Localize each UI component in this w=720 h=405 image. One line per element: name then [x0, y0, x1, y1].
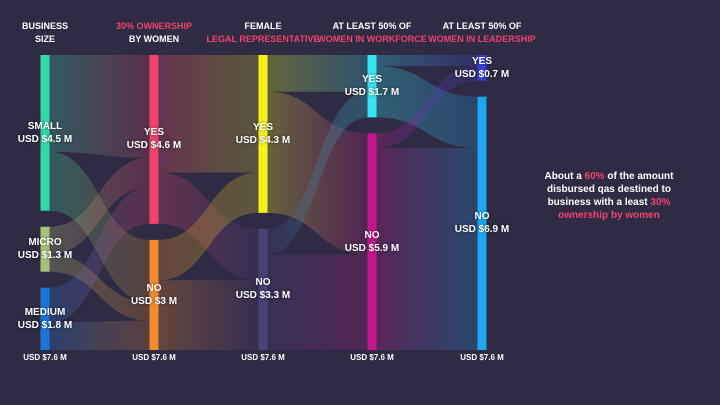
node-bar-work_yes [367, 55, 377, 118]
stage-header-line: AT LEAST 50% OF [442, 21, 522, 31]
stage-total: USD $7.6 M [23, 353, 67, 362]
flow-legal_no-to-work_yes [267, 91, 368, 255]
annotation-highlight-1: 60% [584, 171, 605, 182]
flow-own_no-to-legal_yes [158, 172, 259, 281]
node-bar-legal_no [258, 228, 268, 350]
flow-small-to-own_yes [49, 55, 150, 158]
node-label-lead_no: NO USD $6.9 M [437, 210, 527, 236]
stage-header: AT LEAST 50% OF WOMEN IN LEADERSHIP [417, 20, 547, 46]
annotation-text-1: About a [544, 171, 585, 182]
flow-legal_yes-to-work_yes [267, 55, 368, 92]
flow-own_yes-to-legal_yes [158, 55, 259, 173]
node-bar-medium [40, 287, 50, 350]
annotation-highlight-2: 30% [650, 197, 671, 208]
node-label-work_yes: YES USD $1.7 M [327, 73, 417, 99]
node-name: NO [474, 211, 490, 223]
stage-header-line: LEGAL REPRESENTATIVE [206, 34, 320, 44]
annotation-text-2: of the amount disbursed qas destined to … [547, 171, 674, 208]
stage-header: BUSINESS SIZE [0, 20, 110, 46]
node-label-small: SMALL USD $4.5 M [0, 120, 90, 146]
stage-header: 30% OWNERSHIP BY WOMEN [89, 20, 219, 46]
node-bar-own_no [149, 239, 159, 350]
flow-work_no-to-lead_yes [376, 66, 478, 149]
flow-medium-to-own_no [49, 320, 150, 350]
node-value: USD $1.8 M [17, 319, 73, 331]
stage-header-line: WOMEN IN LEADERSHIP [428, 34, 536, 44]
stage-total: USD $7.6 M [241, 353, 285, 362]
flow-small-to-own_no [49, 151, 150, 303]
stage-total: USD $7.6 M [460, 353, 504, 362]
node-name: YES [471, 55, 492, 67]
stage-header: AT LEAST 50% OF WOMEN IN WORKFORCE [307, 20, 437, 46]
node-value: USD $1.3 M [17, 250, 73, 262]
stage-header-line: FEMALE [244, 21, 282, 31]
node-bar-micro [40, 226, 50, 272]
node-value: USD $0.7 M [454, 68, 510, 80]
flow-work_yes-to-lead_yes [376, 55, 478, 67]
node-bar-lead_no [477, 96, 487, 351]
node-label-own_yes: YES USD $4.6 M [109, 126, 199, 152]
node-label-micro: MICRO USD $1.3 M [0, 236, 90, 262]
flow-medium-to-own_yes [49, 187, 150, 323]
annotation-text-3: ownership by women [558, 210, 660, 221]
node-value: USD $1.7 M [344, 87, 400, 99]
node-value: USD $4.3 M [235, 134, 291, 146]
node-label-work_no: NO USD $5.9 M [327, 229, 417, 255]
node-bar-own_yes [149, 55, 159, 224]
node-name: NO [364, 229, 380, 241]
node-label-lead_yes: YES USD $0.7 M [437, 55, 527, 81]
node-value: USD $5.9 M [344, 242, 400, 254]
stage-total: USD $7.6 M [132, 353, 176, 362]
node-label-legal_yes: YES USD $4.3 M [218, 121, 308, 147]
flow-micro-to-own_no [49, 254, 150, 321]
stage-header-line: BUSINESS [21, 21, 68, 31]
stage-header-line: SIZE [34, 34, 55, 44]
stage-header-line: WOMEN IN WORKFORCE [317, 34, 427, 44]
node-label-legal_no: NO USD $3.3 M [218, 276, 308, 302]
stage-header: FEMALE LEGAL REPRESENTATIVE [198, 20, 328, 46]
node-value: USD $6.9 M [454, 224, 510, 236]
node-name: MEDIUM [24, 306, 66, 318]
node-label-medium: MEDIUM USD $1.8 M [0, 306, 90, 332]
node-bar-work_no [367, 133, 377, 350]
flow-legal_no-to-work_no [267, 254, 368, 350]
stage-header-line: 30% OWNERSHIP [115, 21, 193, 31]
node-bar-legal_yes [258, 55, 268, 213]
stage-header-line: AT LEAST 50% OF [332, 21, 412, 31]
flow-work_no-to-lead_no [376, 148, 478, 350]
node-bar-lead_yes [477, 55, 487, 81]
stage-total: USD $7.6 M [350, 353, 394, 362]
node-name: YES [143, 127, 164, 139]
flow-micro-to-own_yes [49, 157, 150, 255]
annotation-note: About a 60% of the amount disbursed qas … [524, 170, 694, 222]
node-value: USD $4.5 M [17, 133, 73, 145]
node-name: YES [252, 121, 273, 133]
node-name: YES [361, 74, 382, 86]
stage-header-line: BY WOMEN [128, 34, 180, 44]
node-bar-small [40, 55, 50, 211]
node-name: SMALL [27, 120, 63, 132]
flow-own_no-to-legal_no [158, 280, 259, 350]
node-name: NO [146, 282, 162, 294]
node-value: USD $3.3 M [235, 290, 291, 302]
node-name: MICRO [28, 237, 62, 249]
node-value: USD $4.6 M [126, 140, 182, 152]
node-label-own_no: NO USD $3 M [109, 282, 199, 308]
node-value: USD $3 M [130, 295, 178, 307]
node-name: NO [255, 277, 271, 289]
